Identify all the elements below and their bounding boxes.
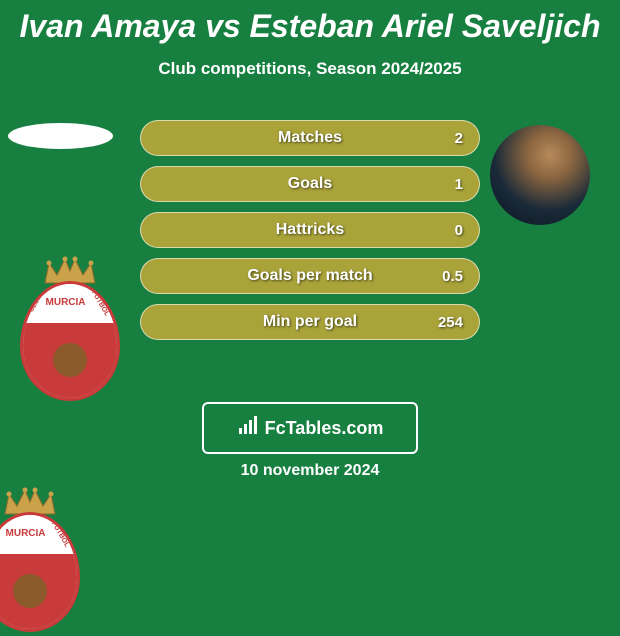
- bar-chart-icon: [237, 416, 259, 441]
- crest-right-word: FUTBOL: [90, 289, 110, 317]
- footer-date: 10 november 2024: [0, 462, 620, 480]
- shield-icon: CLUB MURCIA FUTBOL: [20, 281, 120, 401]
- stat-row: Min per goal 254: [140, 304, 480, 340]
- page-subtitle: Club competitions, Season 2024/2025: [0, 59, 620, 79]
- club-crest-right: CLUB MURCIA FUTBOL: [0, 486, 80, 636]
- stat-value: 0.5: [442, 268, 463, 285]
- page-title: Ivan Amaya vs Esteban Ariel Saveljich: [0, 0, 620, 45]
- stat-value: 2: [455, 130, 463, 147]
- crest-top-text: CLUB MURCIA FUTBOL: [23, 284, 117, 323]
- crest-right-word: FUTBOL: [50, 520, 70, 548]
- stat-label: Min per goal: [263, 313, 357, 331]
- shield-icon: CLUB MURCIA FUTBOL: [0, 512, 80, 632]
- brand-box: FcTables.com: [202, 402, 418, 454]
- club-crest-left: CLUB MURCIA FUTBOL: [20, 255, 120, 405]
- stat-row: Goals per match 0.5: [140, 258, 480, 294]
- stat-row: Goals 1: [140, 166, 480, 202]
- crest-top-text: CLUB MURCIA FUTBOL: [0, 515, 77, 554]
- stats-panel: Matches 2 Goals 1 Hattricks 0 Goals per …: [140, 120, 480, 350]
- stat-label: Matches: [278, 129, 342, 147]
- stat-value: 1: [455, 176, 463, 193]
- player-left-photo: [8, 123, 113, 149]
- crest-center-word: MURCIA: [6, 529, 46, 539]
- crest-left-word: CLUB: [0, 524, 4, 544]
- stat-value: 254: [438, 314, 463, 331]
- stat-value: 0: [455, 222, 463, 239]
- crest-left-word: CLUB: [28, 293, 44, 313]
- brand-text: FcTables.com: [265, 418, 384, 439]
- crest-center-word: MURCIA: [46, 298, 86, 308]
- player-right-photo: [490, 125, 590, 225]
- stat-row: Hattricks 0: [140, 212, 480, 248]
- stat-label: Goals: [288, 175, 332, 193]
- stat-label: Hattricks: [276, 221, 344, 239]
- stat-row: Matches 2: [140, 120, 480, 156]
- stat-label: Goals per match: [247, 267, 372, 285]
